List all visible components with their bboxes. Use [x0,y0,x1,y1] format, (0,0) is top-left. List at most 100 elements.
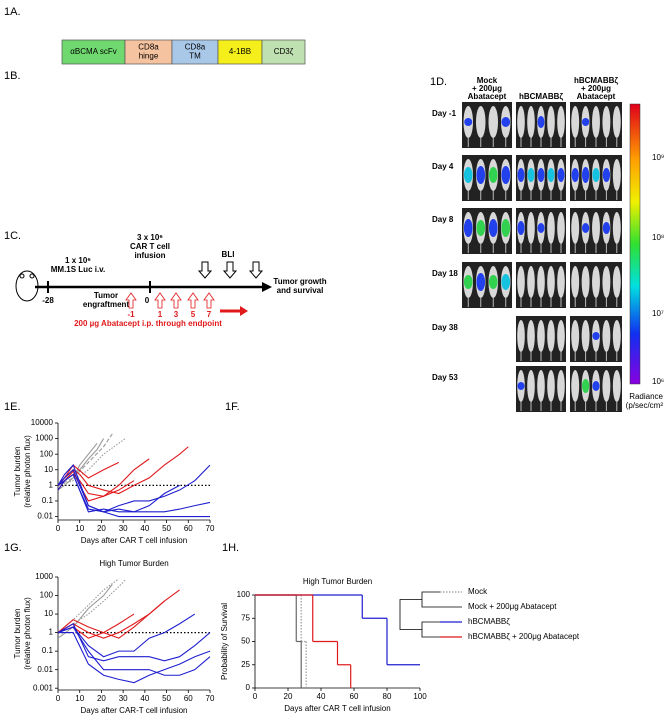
mouse-icon [15,270,39,302]
mouse [612,370,621,402]
bli-signal [537,168,545,182]
panel-label: 1A. [4,6,21,18]
y-tick-label: 100 [40,591,54,600]
x-tick-label: 30 [119,694,128,703]
mouse [602,370,611,402]
x-axis-title: Days after CAR T cell infusion [81,536,187,545]
timeline-text: MM.1S Luc i.v. [51,265,106,274]
bli-signal [557,168,565,182]
mouse [571,266,580,298]
colorbar-title: (p/sec/cm² [626,401,664,410]
x-tick-label: 70 [206,524,215,533]
timeline-text: 1 x 10⁶ [65,256,91,265]
mouse [557,266,565,298]
colorbar-label: 10⁹ [652,153,664,162]
abatacept-arrow [154,292,166,309]
bli-signal [463,275,473,289]
row-label: Day 38 [432,323,458,332]
timeline-text: 3 x 10⁶ [137,233,163,242]
column-header: hBCMABBζ [519,92,563,101]
mouse [537,266,545,298]
bli-signal [581,118,590,126]
column-header: Mock [477,76,498,85]
bli-signal [488,167,498,183]
bli-signal [592,332,600,340]
mouse [527,212,535,244]
abatacept-day: 3 [174,310,179,319]
abatacept-arrow [170,292,182,309]
x-tick-label: 20 [284,692,293,701]
construct-label: CD8a [138,43,159,52]
bli-signal [527,168,535,182]
bli-signal [581,167,590,183]
bli-signal [476,220,486,236]
mouse [571,212,580,244]
timeline-text: Tumor [94,291,118,300]
mouse-icon [19,273,25,279]
mouse [547,320,555,352]
x-tick-label: 50 [162,694,171,703]
x-tick-label: 100 [413,692,427,701]
y-tick-label: 1000 [35,434,53,443]
bli-signal [464,118,473,126]
y-tick-label: 1000 [35,572,53,581]
y-tick-label: 10 [44,465,53,474]
series-line [57,579,126,634]
x-axis-title: Days after CAR-T cell infusion [81,706,188,715]
panel-label: 1G. [4,542,22,554]
legend-label: Mock [468,587,488,596]
mouse [517,320,525,352]
mouse [547,266,555,298]
construct-label: CD3ζ [274,47,294,56]
timeline-text: CAR T cell [130,242,170,251]
bli-arrow [248,261,264,279]
row-label: Day -1 [432,109,457,118]
series-line [57,458,150,497]
mouse [612,320,621,352]
timeline-text: 200 µg Abatacept i.p. through endpoint [74,319,222,328]
mouse [571,320,580,352]
bli-signal [537,116,545,128]
bli-signal [476,166,486,184]
series-line [57,613,196,658]
y-axis-title: Probability of Survival [220,603,229,680]
mouse [537,320,545,352]
y-tick-label: 0.01 [37,665,53,674]
series-line [57,461,120,486]
mouse [537,370,545,402]
mouse [527,320,535,352]
bli-signal [602,222,611,234]
bli-signal [488,219,498,237]
series-line [57,584,113,639]
construct-domain [217,39,263,65]
mouse [612,212,621,244]
legend-label: Mock + 200μg Abatacept [468,602,557,611]
series-line [57,473,180,513]
construct-domain [61,39,126,65]
construct-domain [124,39,173,65]
y-axis-title: (relative photon flux) [23,435,32,508]
colorbar-label: 10⁷ [652,309,664,318]
mouse [476,106,486,138]
mouse [547,212,555,244]
x-tick-label: 40 [140,694,149,703]
y-axis-title: (relative photon flux) [23,597,32,670]
mouse [517,266,525,298]
column-header: Abatacept [468,92,507,101]
panel-label: 1B. [4,70,21,82]
bli-signal [547,168,555,182]
bli-signal [501,166,511,184]
abatacept-arrow [203,292,215,309]
y-tick-label: 50 [241,637,250,646]
x-tick-label: 40 [317,692,326,701]
x-tick-label: 0 [56,524,61,533]
bli-signal [517,168,525,182]
row-label: Day 8 [432,215,454,224]
abatacept-day: -1 [127,310,135,319]
x-tick-label: 40 [140,524,149,533]
mouse [547,106,555,138]
y-tick-label: 0.01 [37,512,53,521]
mouse [527,266,535,298]
mouse [557,320,565,352]
y-tick-label: 25 [241,660,250,669]
